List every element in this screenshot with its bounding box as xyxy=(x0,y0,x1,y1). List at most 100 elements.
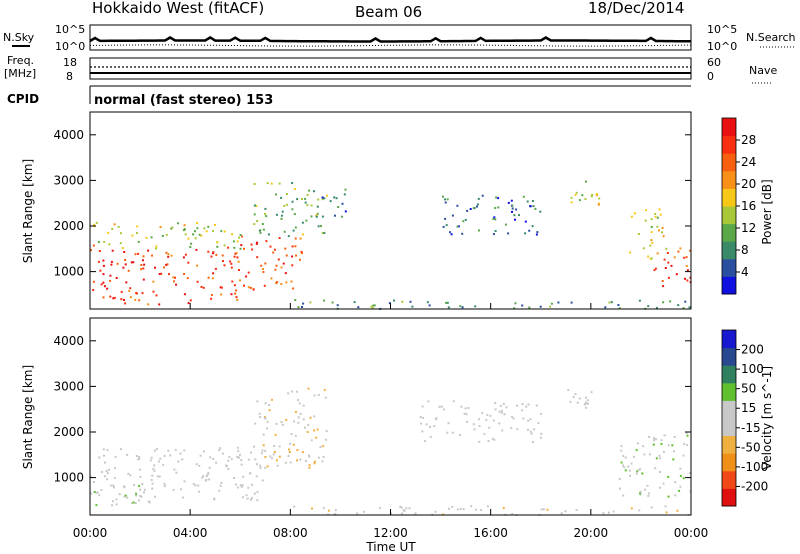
range-cell xyxy=(641,472,644,475)
range-cell xyxy=(686,279,689,282)
range-cell xyxy=(247,271,250,274)
range-cell xyxy=(194,237,197,240)
range-cell xyxy=(433,425,436,428)
range-cell xyxy=(264,456,267,458)
range-cell xyxy=(653,437,655,440)
range-cell xyxy=(654,267,657,270)
range-cell xyxy=(685,265,688,267)
range-cell xyxy=(618,307,621,310)
range-cell xyxy=(280,421,283,423)
range-cell xyxy=(282,262,285,265)
range-cell xyxy=(313,429,316,432)
range-cell xyxy=(388,302,391,305)
range-cell xyxy=(232,240,235,243)
colorbar-frame xyxy=(721,329,737,507)
range-cell xyxy=(294,226,297,229)
nave-label: Nave xyxy=(749,64,777,77)
range-cell xyxy=(280,283,283,285)
range-cell xyxy=(205,475,208,478)
range-cell xyxy=(243,284,245,287)
range-cell xyxy=(139,488,141,491)
range-cell xyxy=(590,391,593,394)
range-cell xyxy=(115,503,118,506)
range-cell xyxy=(158,460,160,463)
range-cell xyxy=(584,198,587,201)
range-cell xyxy=(511,210,513,213)
range-cell xyxy=(138,456,141,458)
range-cell xyxy=(293,420,295,423)
range-cell xyxy=(429,435,432,438)
range-cell xyxy=(298,402,301,405)
range-cell xyxy=(196,227,199,230)
range-cell xyxy=(659,486,661,489)
range-cell xyxy=(233,284,236,287)
range-cell xyxy=(619,487,621,490)
range-cell xyxy=(639,492,641,495)
range-cell xyxy=(245,275,248,278)
range-cell xyxy=(135,455,138,457)
range-cell xyxy=(285,254,288,257)
range-cell xyxy=(129,287,132,290)
range-cell xyxy=(570,196,573,199)
range-cell xyxy=(356,512,359,515)
range-cell xyxy=(331,301,334,304)
range-cell xyxy=(155,448,158,450)
range-cell xyxy=(297,306,300,309)
range-cell xyxy=(473,428,476,431)
range-cell xyxy=(240,463,243,466)
range-cell xyxy=(667,261,670,264)
range-cell xyxy=(247,458,250,461)
range-cell xyxy=(128,289,131,292)
range-cell xyxy=(644,488,647,491)
range-cell xyxy=(289,442,291,445)
range-cell xyxy=(274,433,277,436)
range-cell xyxy=(259,464,262,467)
range-cell xyxy=(307,387,310,390)
range-cell xyxy=(290,433,293,435)
range-cell xyxy=(196,222,199,224)
range-cell xyxy=(645,209,648,212)
range-cell xyxy=(152,280,155,283)
range-cell xyxy=(647,494,650,497)
range-cell xyxy=(220,293,223,296)
range-cell xyxy=(151,254,153,257)
range-cell xyxy=(590,195,593,198)
range-cell xyxy=(134,253,137,256)
range-cell xyxy=(278,445,281,448)
range-cell xyxy=(219,447,222,450)
range-cell xyxy=(184,253,187,256)
range-cell xyxy=(323,197,326,200)
range-cell xyxy=(227,468,230,471)
range-cell xyxy=(256,256,259,259)
range-cell xyxy=(241,496,244,499)
range-cell xyxy=(250,498,253,501)
range-cell xyxy=(259,231,262,234)
range-cell xyxy=(340,215,343,218)
range-cell xyxy=(236,256,239,259)
range-cell xyxy=(684,277,686,280)
range-cell xyxy=(610,301,613,304)
range-cell xyxy=(207,225,210,228)
range-cell xyxy=(266,420,269,423)
colorbar-swatch xyxy=(722,400,736,419)
range-cell xyxy=(586,402,589,405)
range-cell xyxy=(685,432,688,435)
range-cell xyxy=(152,467,155,470)
range-cell xyxy=(142,267,145,270)
range-cell xyxy=(268,409,271,412)
range-cell xyxy=(150,236,153,239)
range-cell xyxy=(684,300,687,303)
range-cell xyxy=(256,400,259,403)
range-cell xyxy=(270,182,273,185)
range-cell xyxy=(585,180,587,183)
range-cell xyxy=(663,434,666,437)
range-cell xyxy=(636,470,639,473)
range-cell xyxy=(114,455,117,458)
range-cell xyxy=(90,475,92,478)
range-cell xyxy=(317,393,320,396)
range-cell xyxy=(639,468,641,471)
range-cell xyxy=(237,260,240,263)
colorbar-swatch xyxy=(722,258,736,277)
range-cell xyxy=(526,200,529,203)
range-cell xyxy=(120,290,123,293)
